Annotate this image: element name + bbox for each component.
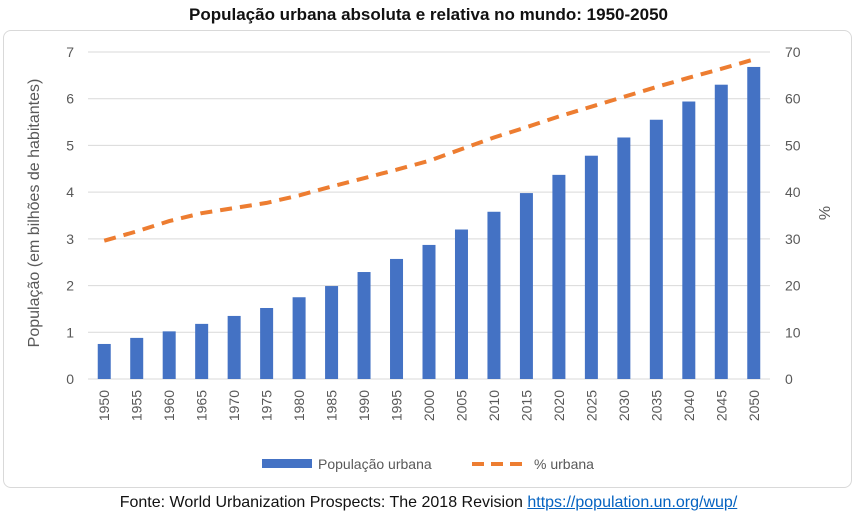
x-tick-label: 1985 — [324, 390, 340, 421]
y-axis-ticks: 0 1 2 3 4 5 6 7 — [66, 44, 74, 387]
bar-2020 — [552, 174, 566, 379]
y-tick-label: 4 — [66, 184, 74, 200]
bar-2015 — [519, 193, 533, 379]
x-tick-label: 2030 — [616, 390, 632, 421]
x-tick-label: 2040 — [681, 390, 697, 421]
y2-tick-label: 30 — [785, 231, 801, 247]
y-tick-label: 1 — [66, 324, 74, 340]
x-axis-ticks: 1950 1955 1960 1965 1970 1975 1980 1985 1990 1995… — [96, 390, 762, 421]
y-tick-label: 6 — [66, 91, 74, 107]
chart-title: População urbana absoluta e relativa no … — [189, 5, 668, 24]
bar-2000 — [422, 244, 436, 379]
x-tick-label: 2000 — [421, 390, 437, 421]
bar-1990 — [357, 272, 371, 379]
x-tick-label: 2005 — [453, 390, 469, 421]
x-tick-label: 1965 — [194, 390, 210, 421]
y2-axis-ticks: 0 10 20 30 40 50 60 70 — [785, 44, 801, 387]
source-footer: Fonte: World Urbanization Prospects: The… — [0, 494, 857, 512]
bar-1970 — [227, 315, 241, 379]
bar-1965 — [195, 323, 209, 379]
x-tick-label: 1950 — [96, 390, 112, 421]
source-text: Fonte: World Urbanization Prospects: The… — [119, 494, 523, 511]
bar-2025 — [584, 155, 598, 379]
bar-2010 — [487, 211, 501, 379]
y-axis-title: População (em bilhões de habitantes) — [26, 79, 43, 348]
x-tick-label: 2015 — [518, 390, 534, 421]
x-tick-label: 1995 — [389, 390, 405, 421]
bar-2030 — [617, 137, 631, 379]
x-tick-label: 2045 — [713, 390, 729, 421]
y2-axis-title: % — [817, 206, 834, 220]
bar-2040 — [682, 101, 696, 379]
bar-1980 — [292, 297, 306, 379]
x-tick-label: 1980 — [291, 390, 307, 421]
x-tick-label: 2020 — [551, 390, 567, 421]
bar-1975 — [260, 307, 274, 379]
bar-1985 — [325, 286, 339, 379]
bar-1995 — [390, 258, 404, 379]
y2-tick-label: 70 — [785, 44, 801, 60]
y2-tick-label: 10 — [785, 324, 801, 340]
x-tick-label: 2025 — [583, 390, 599, 421]
y-tick-label: 3 — [66, 231, 74, 247]
x-tick-label: 1955 — [129, 390, 145, 421]
x-tick-label: 2050 — [746, 390, 762, 421]
y2-tick-label: 0 — [785, 371, 793, 387]
y-tick-label: 7 — [66, 44, 74, 60]
x-tick-label: 2010 — [486, 390, 502, 421]
y-tick-label: 0 — [66, 371, 74, 387]
source-link[interactable]: https://population.un.org/wup/ — [527, 494, 738, 511]
bar-2005 — [454, 229, 468, 379]
legend-line-label: % urbana — [534, 456, 594, 472]
line-series — [103, 57, 755, 243]
bar-2035 — [649, 119, 663, 379]
y2-tick-label: 20 — [785, 278, 801, 294]
urban-percent-line — [103, 57, 755, 243]
x-tick-label: 1960 — [161, 390, 177, 421]
y-tick-label: 5 — [66, 137, 74, 153]
x-tick-label: 1970 — [226, 390, 242, 421]
y2-tick-label: 60 — [785, 91, 801, 107]
x-tick-label: 1975 — [259, 390, 275, 421]
y2-tick-label: 40 — [785, 184, 801, 200]
legend-bar-label: População urbana — [318, 456, 432, 472]
y-tick-label: 2 — [66, 278, 74, 294]
bar-series — [97, 66, 761, 379]
legend: População urbana % urbana — [262, 456, 594, 472]
bar-1955 — [130, 337, 144, 379]
y2-tick-label: 50 — [785, 137, 801, 153]
bar-1960 — [162, 331, 176, 379]
legend-bar-swatch — [262, 459, 312, 468]
bar-2045 — [714, 84, 728, 379]
bar-2050 — [747, 66, 761, 379]
x-tick-label: 2035 — [648, 390, 664, 421]
x-tick-label: 1990 — [356, 390, 372, 421]
bar-1950 — [97, 343, 111, 379]
